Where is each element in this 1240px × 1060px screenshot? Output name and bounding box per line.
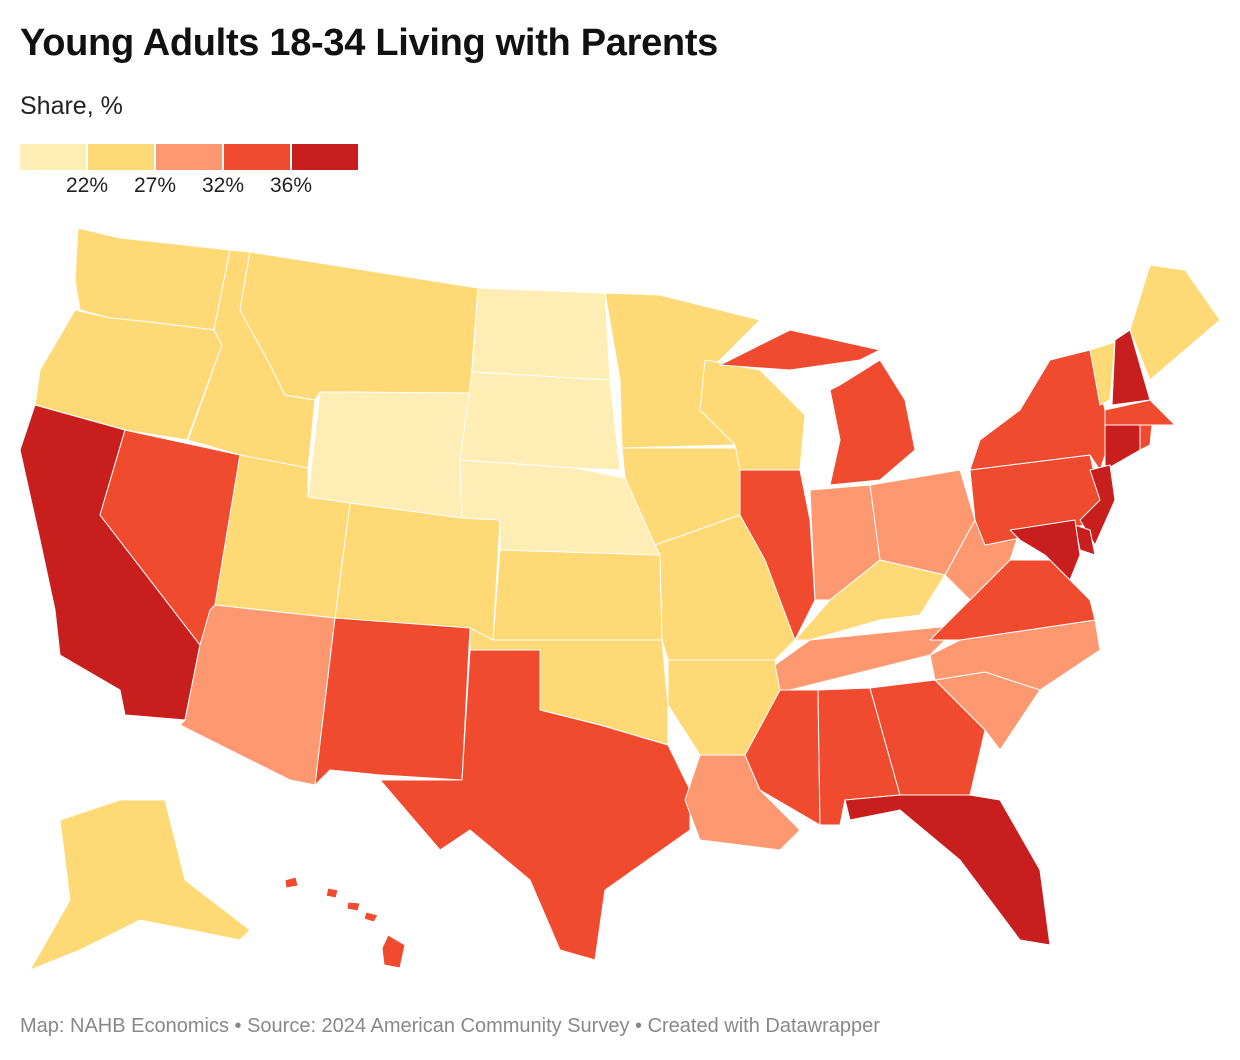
legend-swatch-3 [224, 144, 290, 170]
state-nm[interactable] [314, 617, 471, 786]
legend-swatch-2 [156, 144, 222, 170]
legend-swatch-0 [20, 144, 86, 170]
state-mi[interactable] [829, 359, 916, 486]
state-ri[interactable] [1139, 424, 1153, 451]
state-fl[interactable] [844, 794, 1051, 946]
state-sd[interactable] [459, 371, 621, 471]
state-ct[interactable] [1104, 424, 1141, 471]
state-wa[interactable] [74, 227, 231, 331]
state-ky[interactable] [794, 559, 946, 641]
state-az[interactable] [179, 604, 336, 786]
state-hi[interactable] [346, 901, 361, 912]
legend-label-3: 36% [269, 174, 313, 197]
legend-label-1: 27% [133, 174, 177, 197]
color-legend: 22% 27% 32% 36% [20, 144, 360, 204]
state-hi[interactable] [363, 911, 379, 923]
state-co[interactable] [334, 502, 501, 641]
state-hi[interactable] [325, 887, 339, 899]
state-hi[interactable] [381, 934, 406, 969]
legend-label-2: 32% [201, 174, 245, 197]
state-nc[interactable] [929, 619, 1101, 691]
state-il[interactable] [739, 469, 816, 641]
state-md[interactable] [1009, 519, 1081, 581]
state-tx[interactable] [379, 649, 691, 961]
legend-swatch-1 [88, 144, 154, 170]
legend-swatch-4 [292, 144, 358, 170]
state-nj[interactable] [1079, 464, 1116, 546]
state-ny[interactable] [969, 349, 1111, 471]
state-hi[interactable] [284, 876, 299, 889]
state-vt[interactable] [1089, 341, 1116, 406]
legend-label-0: 22% [65, 174, 109, 197]
chart-subtitle: Share, % [20, 92, 123, 120]
state-ga[interactable] [869, 679, 986, 796]
footer-credits: Map: NAHB Economics • Source: 2024 Ameri… [20, 1015, 880, 1037]
state-ak[interactable] [29, 799, 251, 971]
chart-title: Young Adults 18-34 Living with Parents [20, 22, 719, 64]
state-mi[interactable] [719, 329, 881, 371]
state-ks[interactable] [492, 549, 663, 641]
state-nd[interactable] [471, 287, 611, 381]
state-me[interactable] [1129, 264, 1221, 381]
